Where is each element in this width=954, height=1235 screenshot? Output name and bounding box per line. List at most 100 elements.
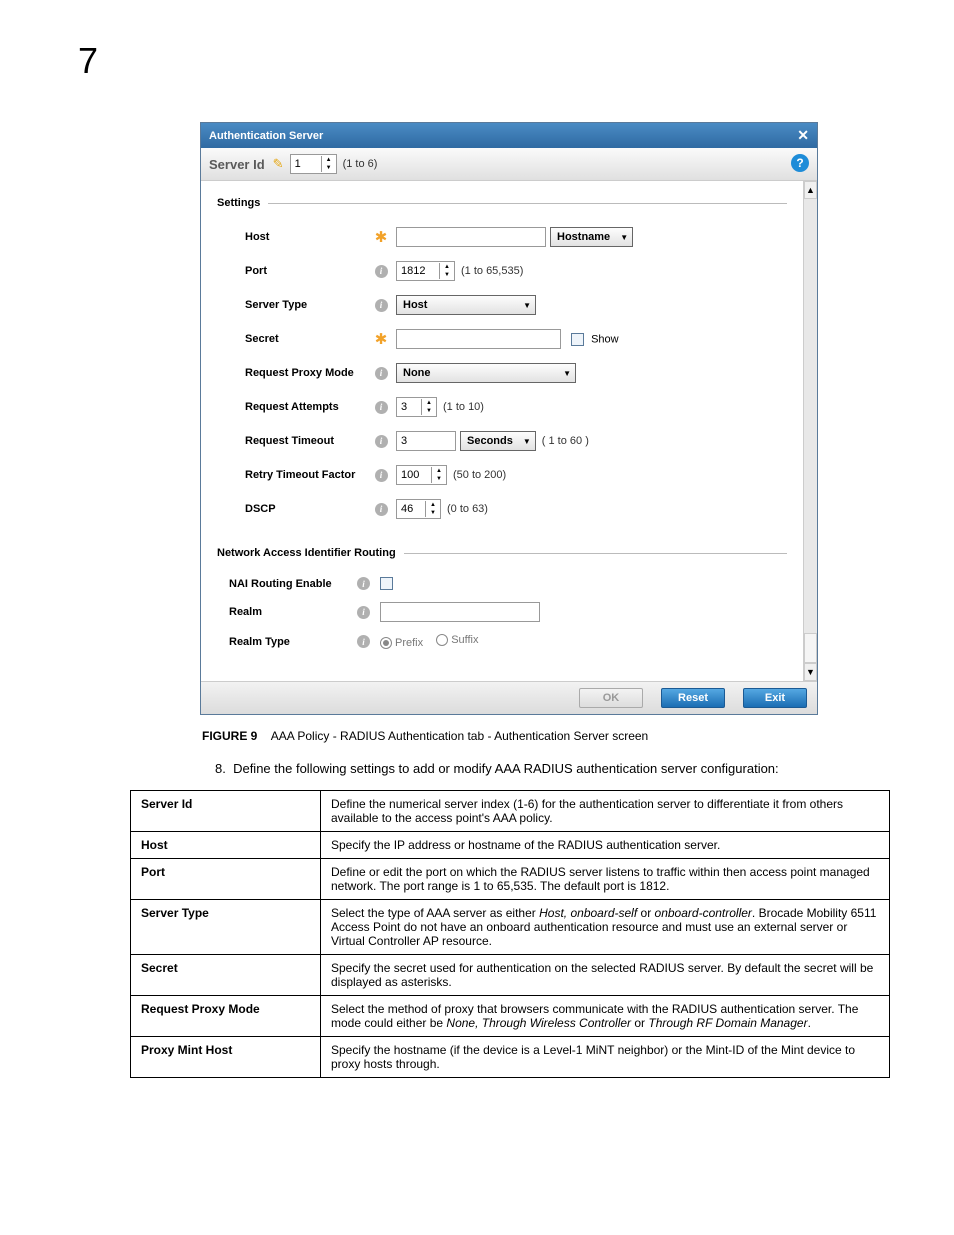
- ok-button[interactable]: OK: [579, 688, 643, 708]
- exit-button[interactable]: Exit: [743, 688, 807, 708]
- form-pane: Settings Host ✱ Hostname ▼ Port i ▲▼ (1 …: [201, 181, 803, 681]
- spinner-down-icon[interactable]: ▼: [422, 407, 436, 415]
- attempts-spinner[interactable]: ▲▼: [396, 397, 437, 417]
- spinner-up-icon[interactable]: ▲: [322, 156, 336, 164]
- attempts-label: Request Attempts: [217, 401, 372, 413]
- info-icon: i: [357, 606, 370, 619]
- port-range: (1 to 65,535): [461, 265, 523, 277]
- info-icon: i: [375, 265, 388, 278]
- realm-label: Realm: [217, 606, 357, 618]
- spinner-up-icon[interactable]: ▲: [432, 467, 446, 475]
- info-marker: i: [372, 469, 390, 482]
- info-icon: i: [375, 401, 388, 414]
- dscp-range: (0 to 63): [447, 503, 488, 515]
- step-text: Define the following settings to add or …: [233, 761, 779, 776]
- reset-button[interactable]: Reset: [661, 688, 725, 708]
- button-bar: OK Reset Exit: [201, 681, 817, 714]
- scroll-thumb[interactable]: [804, 633, 817, 663]
- show-label: Show: [591, 333, 619, 345]
- table-value: Define the numerical server index (1-6) …: [321, 791, 890, 832]
- nai-enable-label: NAI Routing Enable: [217, 578, 357, 590]
- host-type-value: Hostname: [557, 231, 610, 243]
- server-id-range: (1 to 6): [343, 158, 378, 170]
- realm-input[interactable]: [380, 602, 540, 622]
- info-marker: i: [372, 367, 390, 380]
- retry-spinner[interactable]: ▲▼: [396, 465, 447, 485]
- host-type-dropdown[interactable]: Hostname ▼: [550, 227, 633, 247]
- chevron-down-icon: ▼: [523, 437, 531, 446]
- timeout-range: ( 1 to 60 ): [542, 435, 589, 447]
- table-row: Server TypeSelect the type of AAA server…: [131, 900, 890, 955]
- nai-enable-checkbox[interactable]: [380, 577, 393, 590]
- required-icon: ✱: [372, 228, 390, 246]
- retry-range: (50 to 200): [453, 469, 506, 481]
- server-id-spinner[interactable]: ▲▼: [290, 154, 337, 174]
- help-icon[interactable]: ?: [791, 154, 809, 172]
- realm-type-prefix-radio[interactable]: Prefix: [380, 637, 423, 649]
- realm-type-label: Realm Type: [217, 636, 357, 648]
- info-marker: i: [372, 299, 390, 312]
- timeout-label: Request Timeout: [217, 435, 372, 447]
- table-value: Specify the secret used for authenticati…: [321, 955, 890, 996]
- port-spinner[interactable]: ▲▼: [396, 261, 455, 281]
- table-key: Port: [131, 859, 321, 900]
- timeout-input[interactable]: [396, 431, 456, 451]
- port-input[interactable]: [397, 263, 439, 279]
- info-icon: i: [357, 635, 370, 648]
- info-marker: i: [372, 265, 390, 278]
- spinner-up-icon[interactable]: ▲: [440, 263, 454, 271]
- checkbox-icon[interactable]: [571, 333, 584, 346]
- table-row: Proxy Mint HostSpecify the hostname (if …: [131, 1037, 890, 1078]
- show-secret-toggle[interactable]: Show: [571, 333, 619, 346]
- table-row: Request Proxy ModeSelect the method of p…: [131, 996, 890, 1037]
- server-type-value: Host: [403, 299, 427, 311]
- close-icon[interactable]: ✕: [797, 127, 809, 144]
- settings-table: Server IdDefine the numerical server ind…: [130, 790, 890, 1078]
- server-id-bar: Server Id ✎ ▲▼ (1 to 6) ?: [201, 148, 817, 181]
- retry-input[interactable]: [397, 467, 431, 483]
- attempts-input[interactable]: [397, 399, 421, 415]
- spinner-up-icon[interactable]: ▲: [422, 399, 436, 407]
- dscp-input[interactable]: [397, 501, 425, 517]
- table-row: SecretSpecify the secret used for authen…: [131, 955, 890, 996]
- secret-input[interactable]: [396, 329, 561, 349]
- port-label: Port: [217, 265, 372, 277]
- dscp-spinner[interactable]: ▲▼: [396, 499, 441, 519]
- info-icon: i: [375, 435, 388, 448]
- server-type-dropdown[interactable]: Host ▼: [396, 295, 536, 315]
- table-key: Server Type: [131, 900, 321, 955]
- step-number: 8.: [215, 761, 226, 776]
- info-icon: i: [375, 299, 388, 312]
- table-value: Specify the hostname (if the device is a…: [321, 1037, 890, 1078]
- required-icon: ✱: [372, 330, 390, 348]
- info-marker: i: [372, 435, 390, 448]
- secret-label: Secret: [217, 333, 372, 345]
- spinner-down-icon[interactable]: ▼: [426, 509, 440, 517]
- radio-label: Suffix: [451, 634, 478, 646]
- server-id-input[interactable]: [291, 156, 321, 172]
- spinner-up-icon[interactable]: ▲: [426, 501, 440, 509]
- table-key: Secret: [131, 955, 321, 996]
- spinner-down-icon[interactable]: ▼: [440, 271, 454, 279]
- server-id-label: Server Id: [209, 157, 265, 172]
- table-value: Select the type of AAA server as either …: [321, 900, 890, 955]
- proxy-dropdown[interactable]: None ▼: [396, 363, 576, 383]
- proxy-value: None: [403, 367, 431, 379]
- section-nai: Network Access Identifier Routing: [217, 547, 787, 559]
- spinner-down-icon[interactable]: ▼: [322, 164, 336, 172]
- host-input[interactable]: [396, 227, 546, 247]
- spinner-down-icon[interactable]: ▼: [432, 475, 446, 483]
- info-icon: i: [375, 503, 388, 516]
- figure-text: AAA Policy - RADIUS Authentication tab -…: [271, 729, 649, 743]
- scroll-down-icon[interactable]: ▼: [804, 663, 817, 681]
- timeout-unit-dropdown[interactable]: Seconds ▼: [460, 431, 536, 451]
- retry-label: Retry Timeout Factor: [217, 469, 372, 481]
- info-marker: i: [372, 401, 390, 414]
- section-settings: Settings: [217, 197, 787, 209]
- chapter-number: 7: [78, 40, 894, 82]
- scroll-up-icon[interactable]: ▲: [804, 181, 817, 199]
- scrollbar[interactable]: ▲ ▼: [803, 181, 817, 681]
- realm-type-suffix-radio[interactable]: Suffix: [436, 634, 478, 646]
- table-key: Proxy Mint Host: [131, 1037, 321, 1078]
- dialog-titlebar: Authentication Server ✕: [201, 123, 817, 148]
